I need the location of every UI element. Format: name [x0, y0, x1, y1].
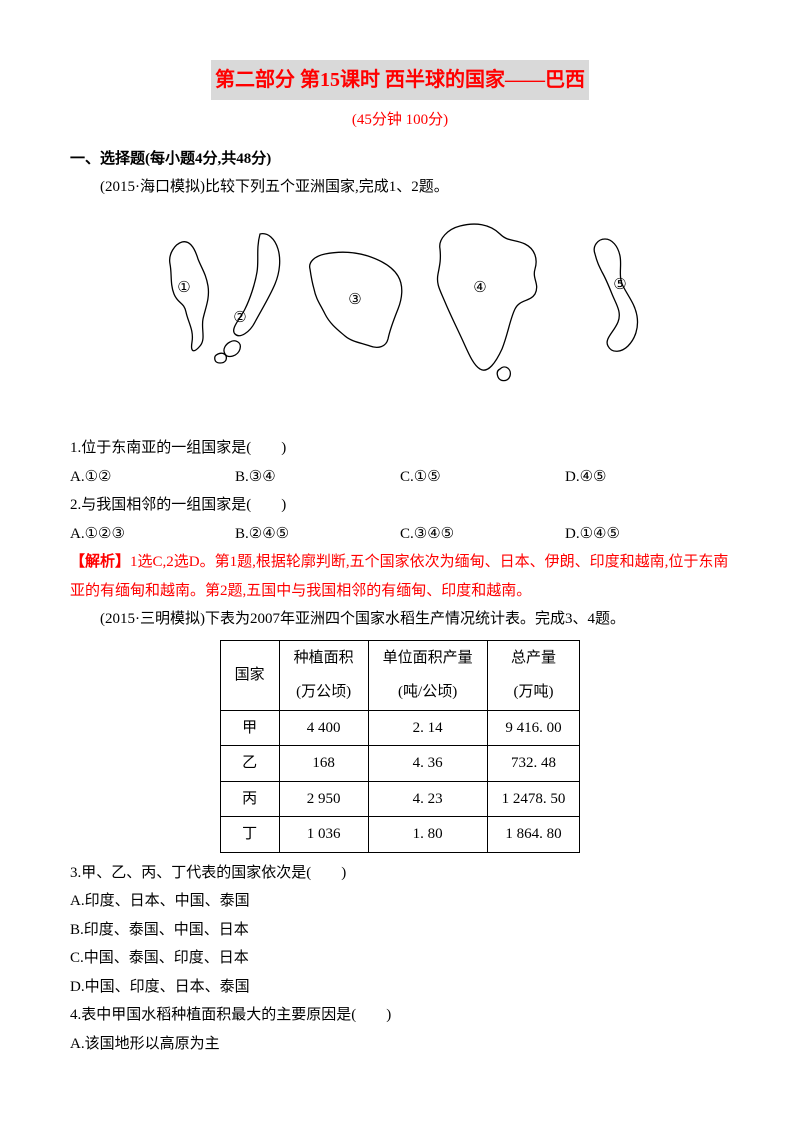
map-label-4: ④: [473, 280, 486, 296]
map-shape-1: [170, 241, 209, 350]
q3-opt-d[interactable]: D.中国、印度、日本、泰国: [70, 973, 730, 1002]
map-label-5: ⑤: [613, 277, 626, 293]
map-shape-5: [594, 239, 637, 351]
cell: 168: [279, 746, 368, 782]
map-figure: ① ② ③ ④ ⑤: [70, 214, 730, 425]
th-yield-a: 单位面积产量: [368, 640, 487, 675]
q4-stem: 4.表中甲国水稻种植面积最大的主要原因是( ): [70, 1001, 730, 1030]
map-shape-4b: [497, 366, 510, 380]
q1-opt-b[interactable]: B.③④: [235, 463, 400, 492]
cell: 甲: [220, 710, 279, 746]
intro-2: (2015·三明模拟)下表为2007年亚洲四个国家水稻生产情况统计表。完成3、4…: [70, 605, 730, 634]
answer-label: 【解析】: [70, 554, 130, 570]
answer-1-2: 【解析】1选C,2选D。第1题,根据轮廓判断,五个国家依次为缅甸、日本、伊朗、印…: [70, 548, 730, 605]
q1-opt-c[interactable]: C.①⑤: [400, 463, 565, 492]
rice-table: 国家 种植面积 单位面积产量 总产量 (万公顷) (吨/公顷) (万吨) 甲 4…: [220, 640, 581, 853]
cell: 乙: [220, 746, 279, 782]
q2-opt-d[interactable]: D.①④⑤: [565, 520, 730, 549]
q2-opt-b[interactable]: B.②④⑤: [235, 520, 400, 549]
th-area-b: (万公顷): [279, 675, 368, 710]
cell: 1 2478. 50: [487, 781, 580, 817]
q1-options: A.①② B.③④ C.①⑤ D.④⑤: [70, 463, 730, 492]
answer-body: 1选C,2选D。第1题,根据轮廓判断,五个国家依次为缅甸、日本、伊朗、印度和越南…: [70, 554, 728, 599]
th-country: 国家: [220, 640, 279, 710]
q3-stem: 3.甲、乙、丙、丁代表的国家依次是( ): [70, 859, 730, 888]
table-row: 乙 168 4. 36 732. 48: [220, 746, 580, 782]
th-total-a: 总产量: [487, 640, 580, 675]
map-shape-2b: [224, 340, 240, 356]
cell: 4. 23: [368, 781, 487, 817]
cell: 丙: [220, 781, 279, 817]
table-row: 甲 4 400 2. 14 9 416. 00: [220, 710, 580, 746]
q3-opt-a[interactable]: A.印度、日本、中国、泰国: [70, 887, 730, 916]
q3-opt-b[interactable]: B.印度、泰国、中国、日本: [70, 916, 730, 945]
th-total-b: (万吨): [487, 675, 580, 710]
q2-stem: 2.与我国相邻的一组国家是( ): [70, 491, 730, 520]
q2-options: A.①②③ B.②④⑤ C.③④⑤ D.①④⑤: [70, 520, 730, 549]
cell: 1 864. 80: [487, 817, 580, 853]
map-shape-4: [437, 224, 536, 370]
table-row: 丁 1 036 1. 80 1 864. 80: [220, 817, 580, 853]
q1-opt-a[interactable]: A.①②: [70, 463, 235, 492]
intro-1: (2015·海口模拟)比较下列五个亚洲国家,完成1、2题。: [70, 173, 730, 202]
page-title: 第二部分 第15课时 西半球的国家——巴西: [211, 60, 589, 100]
map-label-3: ③: [348, 292, 361, 308]
cell: 1. 80: [368, 817, 487, 853]
q2-opt-a[interactable]: A.①②③: [70, 520, 235, 549]
cell: 4 400: [279, 710, 368, 746]
q4-opt-a[interactable]: A.该国地形以高原为主: [70, 1030, 730, 1059]
th-yield-b: (吨/公顷): [368, 675, 487, 710]
subtitle: (45分钟 100分): [70, 106, 730, 135]
cell: 9 416. 00: [487, 710, 580, 746]
q3-opt-c[interactable]: C.中国、泰国、印度、日本: [70, 944, 730, 973]
cell: 2 950: [279, 781, 368, 817]
cell: 丁: [220, 817, 279, 853]
table-row: 丙 2 950 4. 23 1 2478. 50: [220, 781, 580, 817]
cell: 732. 48: [487, 746, 580, 782]
q1-stem: 1.位于东南亚的一组国家是( ): [70, 434, 730, 463]
cell: 4. 36: [368, 746, 487, 782]
cell: 1 036: [279, 817, 368, 853]
q2-opt-c[interactable]: C.③④⑤: [400, 520, 565, 549]
section-header: 一、选择题(每小题4分,共48分): [70, 145, 730, 174]
map-label-2: ②: [233, 310, 246, 326]
th-area-a: 种植面积: [279, 640, 368, 675]
cell: 2. 14: [368, 710, 487, 746]
map-shape-2c: [215, 353, 227, 363]
map-label-1: ①: [177, 280, 190, 296]
q1-opt-d[interactable]: D.④⑤: [565, 463, 730, 492]
